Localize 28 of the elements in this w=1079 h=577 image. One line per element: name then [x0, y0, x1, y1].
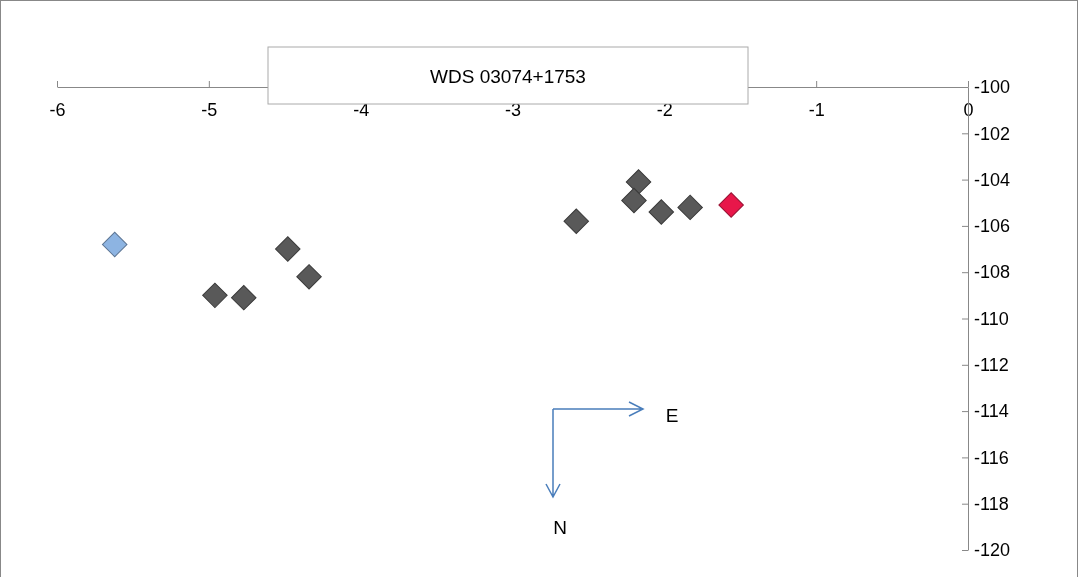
point	[101, 231, 128, 258]
y-tick-label: -118	[974, 493, 1009, 514]
point	[202, 282, 228, 309]
y-tick-label: -106	[974, 216, 1011, 237]
y-tick-label: -102	[974, 123, 1011, 144]
point	[231, 284, 257, 311]
point	[625, 169, 652, 195]
y-tick-label: -112	[974, 355, 1009, 376]
y-tick-label: -110	[974, 308, 1009, 329]
y-tick-label: -114	[974, 401, 1009, 422]
y-tick-label: -100	[974, 77, 1011, 98]
y-tick-label: -104	[974, 169, 1011, 190]
annotation: E	[665, 405, 679, 426]
point	[563, 208, 590, 235]
point	[275, 236, 301, 262]
point	[677, 194, 703, 221]
annotation: N	[553, 517, 567, 538]
x-tick-label: -1	[808, 99, 825, 120]
y-tick-label: -108	[974, 262, 1011, 283]
y-tick-label: -120	[974, 540, 1011, 561]
point	[648, 199, 675, 225]
point	[621, 187, 647, 214]
point	[296, 264, 322, 290]
x-tick-label: -6	[49, 99, 66, 120]
point	[718, 192, 744, 218]
y-tick-label: -116	[974, 447, 1009, 468]
x-tick-label: -5	[201, 99, 218, 120]
chart-title: WDS 03074+1753	[430, 66, 586, 87]
